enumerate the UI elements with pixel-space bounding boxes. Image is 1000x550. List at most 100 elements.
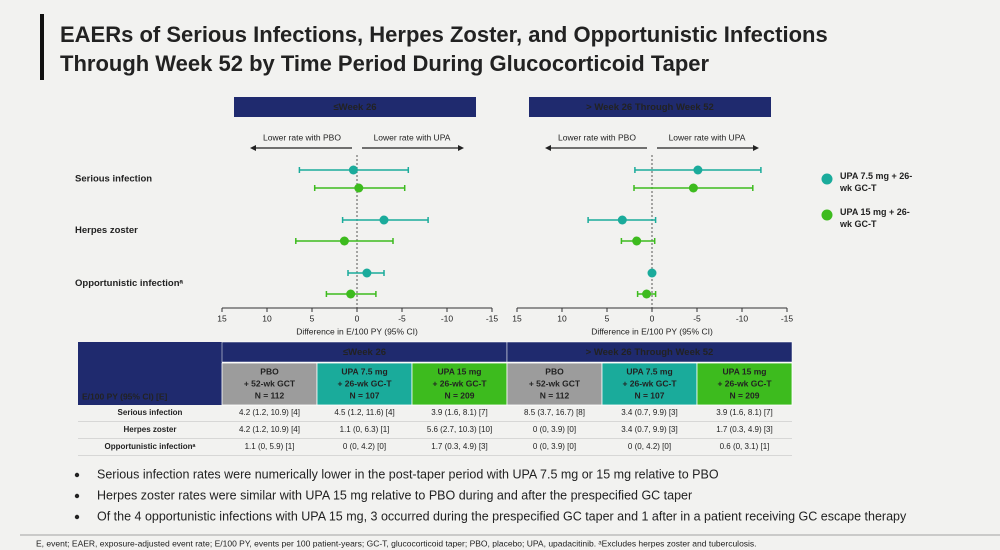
point-estimate	[642, 289, 652, 299]
x-axis-label: Difference in E/100 PY (95% CI)	[591, 326, 713, 336]
arrow-head	[458, 145, 464, 151]
x-tick-label: -10	[736, 313, 749, 323]
table-cell: 0 (0, 3.9) [0]	[533, 442, 576, 451]
column-header-line: N = 107	[634, 390, 664, 400]
point-estimate	[617, 215, 627, 225]
bullet-text: Herpes zoster rates were similar with UP…	[97, 488, 692, 502]
table-cell: 0.6 (0, 3.1) [1]	[720, 442, 770, 451]
point-estimate	[346, 289, 356, 299]
column-header-line: + 26-wk GC-T	[432, 378, 487, 388]
legend-marker	[821, 173, 833, 185]
panel-title: ≤Week 26	[333, 102, 376, 113]
x-tick-label: 5	[605, 313, 610, 323]
category-label: Serious infection	[75, 174, 152, 185]
arrow-head	[753, 145, 759, 151]
point-estimate	[348, 165, 358, 175]
point-estimate	[632, 236, 642, 246]
point-estimate	[339, 236, 349, 246]
x-tick-label: -15	[781, 313, 794, 323]
table-column-header	[601, 362, 698, 406]
slide-title: EAERs of Serious Infections, Herpes Zost…	[60, 22, 828, 47]
table-cell: 1.1 (0, 6.3) [1]	[340, 425, 390, 434]
column-header-line: N = 112	[540, 390, 570, 400]
table-cell: 0 (0, 4.2) [0]	[343, 442, 386, 451]
x-tick-label: 10	[262, 313, 272, 323]
legend-label: UPA 15 mg + 26-wk GC-T	[840, 207, 910, 229]
point-estimate	[688, 183, 698, 193]
table-row-label: Herpes zoster	[124, 425, 177, 434]
column-header-line: + 26-wk GC-T	[622, 378, 677, 388]
column-header-line: UPA 15 mg	[723, 366, 767, 376]
column-header-line: UPA 7.5 mg	[626, 366, 672, 376]
table-cell: 1.1 (0, 5.9) [1]	[245, 442, 295, 451]
direction-label: Lower rate with PBO	[558, 132, 636, 142]
table-column-header	[696, 362, 793, 406]
x-tick-label: -5	[693, 313, 701, 323]
table-header	[78, 342, 222, 405]
direction-label: Lower rate with PBO	[263, 132, 341, 142]
column-header-line: N = 209	[729, 390, 759, 400]
legend-marker	[821, 209, 833, 221]
table-cell: 4.2 (1.2, 10.9) [4]	[239, 425, 300, 434]
table-group-label: ≤Week 26	[343, 347, 386, 358]
column-header-line: PBO	[260, 366, 279, 376]
column-header-line: N = 107	[349, 390, 379, 400]
column-header-line: N = 112	[255, 390, 285, 400]
panel-title: > Week 26 Through Week 52	[586, 102, 714, 113]
bullet-dot	[74, 514, 80, 520]
title-bar	[40, 14, 44, 80]
column-header-line: UPA 15 mg	[438, 366, 482, 376]
x-tick-label: 0	[355, 313, 360, 323]
table-cell: 0 (0, 4.2) [0]	[628, 442, 671, 451]
x-tick-label: 15	[217, 313, 227, 323]
point-estimate	[354, 183, 364, 193]
table-group-header	[506, 341, 793, 363]
table-column-header	[411, 362, 508, 406]
x-tick-label: -5	[398, 313, 406, 323]
direction-label: Lower rate with UPA	[374, 132, 451, 142]
x-tick-label: -10	[441, 313, 454, 323]
arrow-head	[250, 145, 256, 151]
panel-header	[234, 97, 476, 117]
bullet-dot	[74, 493, 80, 499]
table-row-header: E/100 PY (95% CI) [E]	[82, 391, 168, 401]
arrow-head	[545, 145, 551, 151]
panel-header	[529, 97, 771, 117]
table-row-label: Opportunistic infectionᵃ	[104, 442, 195, 451]
column-header-line: + 26-wk GC-T	[337, 378, 392, 388]
point-estimate	[693, 165, 703, 175]
column-header-line: UPA 7.5 mg	[341, 366, 387, 376]
table-column-header	[221, 362, 318, 406]
table-group-label: > Week 26 Through Week 52	[586, 347, 714, 358]
column-header-line: + 52-wk GCT	[529, 378, 581, 388]
point-estimate	[362, 268, 372, 278]
x-tick-label: 10	[557, 313, 567, 323]
table-cell: 1.7 (0.3, 4.9) [3]	[716, 425, 772, 434]
table-column-header	[506, 362, 603, 406]
table-cell: 1.7 (0.3, 4.9) [3]	[431, 442, 487, 451]
table-row-label: Serious infection	[118, 408, 183, 417]
table-cell: 3.9 (1.6, 8.1) [7]	[431, 408, 487, 417]
point-estimate	[379, 215, 389, 225]
footnote: E, event; EAER, exposure-adjusted event …	[36, 538, 757, 548]
column-header-line: PBO	[545, 366, 564, 376]
category-label: Opportunistic infectionᵃ	[75, 278, 183, 289]
table-cell: 0 (0, 3.9) [0]	[533, 425, 576, 434]
column-header-line: N = 209	[444, 390, 474, 400]
x-tick-label: -15	[486, 313, 499, 323]
point-estimate	[647, 268, 657, 278]
table-cell: 3.4 (0.7, 9.9) [3]	[621, 425, 677, 434]
column-header-line: + 26-wk GC-T	[717, 378, 772, 388]
x-axis-label: Difference in E/100 PY (95% CI)	[296, 326, 418, 336]
slide-title: Through Week 52 by Time Period During Gl…	[60, 51, 710, 76]
category-label: Herpes zoster	[75, 225, 138, 236]
table-cell: 4.2 (1.2, 10.9) [4]	[239, 408, 300, 417]
table-cell: 5.6 (2.7, 10.3) [10]	[427, 425, 492, 434]
column-header-line: + 52-wk GCT	[244, 378, 296, 388]
legend-label: UPA 7.5 mg + 26-wk GC-T	[840, 171, 913, 193]
bullet-text: Serious infection rates were numerically…	[97, 467, 719, 481]
x-tick-label: 0	[650, 313, 655, 323]
table-cell: 3.9 (1.6, 8.1) [7]	[716, 408, 772, 417]
bullet-text: Of the 4 opportunistic infections with U…	[97, 509, 907, 523]
